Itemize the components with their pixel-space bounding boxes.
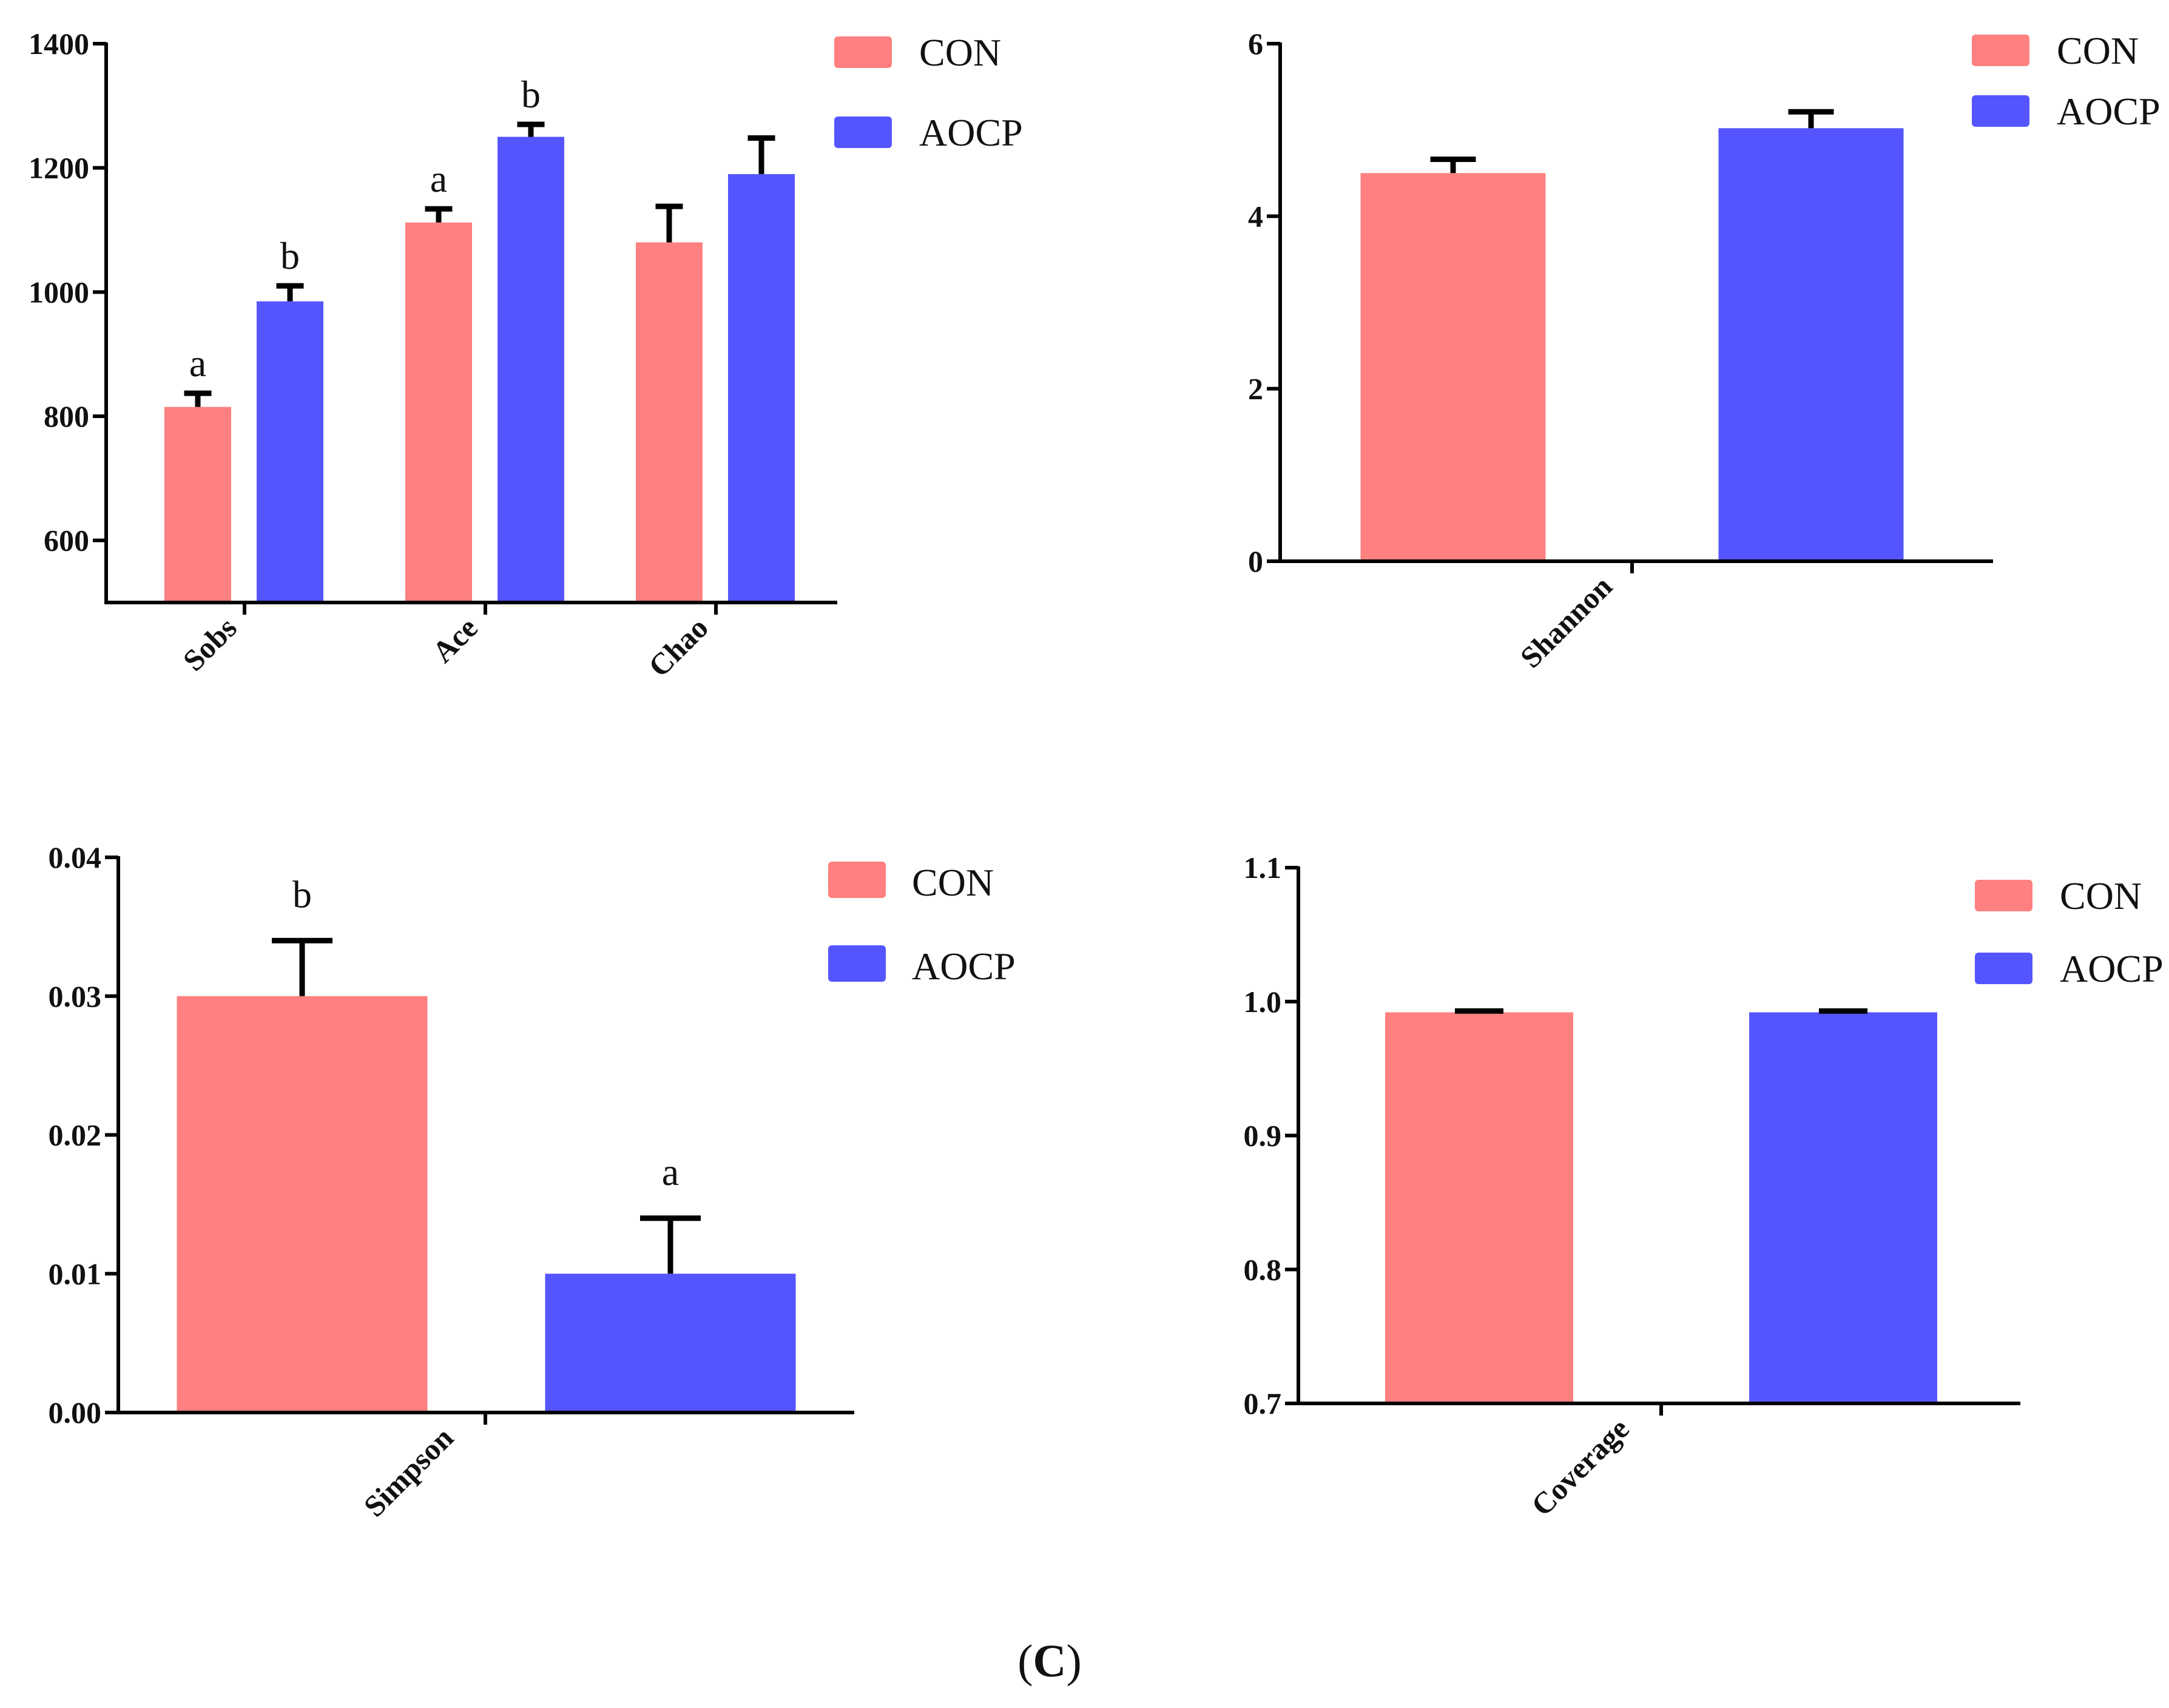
- bar-aocp-simpson: [545, 1274, 796, 1413]
- y-tick-label: 0.8: [1244, 1252, 1282, 1286]
- significance-label: b: [521, 73, 541, 116]
- y-tick-label: 1.1: [1244, 851, 1282, 885]
- legend-swatch-con: [1975, 880, 2032, 911]
- y-tick-label: 1200: [29, 151, 89, 185]
- x-category-label: Shannon: [1514, 569, 1619, 674]
- bar-con-ace: [405, 222, 472, 603]
- legend-label-con: CON: [2057, 29, 2139, 72]
- y-tick-label: 1.0: [1244, 985, 1282, 1019]
- bar-aocp-ace: [498, 137, 564, 603]
- legend-label-aocp: AOCP: [2057, 90, 2161, 133]
- y-tick-label: 0.03: [49, 979, 102, 1013]
- legend-label-con: CON: [2060, 874, 2142, 917]
- significance-label: a: [662, 1150, 679, 1193]
- y-tick-label: 600: [44, 524, 89, 558]
- y-tick-label: 6: [1248, 27, 1263, 61]
- chart-coverage: 0.7 0.8 0.9 1.0 1.1 Coverage CON AOCP: [1244, 851, 2164, 1522]
- bar-aocp-sobs: [257, 301, 323, 603]
- x-category-label: Simpson: [357, 1420, 459, 1523]
- y-tick-label: 1400: [29, 27, 89, 61]
- bar-aocp-coverage: [1749, 1012, 1937, 1403]
- legend-label-aocp: AOCP: [919, 111, 1023, 154]
- x-category-label: Ace: [425, 610, 484, 669]
- bar-con-coverage: [1385, 1012, 1573, 1403]
- x-category-label: Sobs: [176, 610, 243, 677]
- bar-con-simpson: [177, 996, 428, 1413]
- y-tick-label: 4: [1248, 199, 1263, 233]
- legend-swatch-aocp: [834, 116, 892, 148]
- y-tick-label: 0.7: [1244, 1386, 1282, 1420]
- chart-richness-indices: a b a b 600 800 1000 1200 1400 Sobs Ace Chao CON AOCP: [29, 27, 1023, 683]
- legend-swatch-aocp: [1972, 95, 2029, 127]
- significance-label: b: [280, 234, 300, 277]
- x-category-label: Coverage: [1525, 1411, 1636, 1522]
- bar-con-chao: [636, 242, 703, 603]
- legend-label-con: CON: [919, 31, 1001, 74]
- legend-label-aocp: AOCP: [912, 945, 1016, 988]
- y-tick-label: 800: [44, 399, 89, 433]
- bar-aocp-chao: [728, 174, 795, 603]
- y-tick-label: 0.01: [49, 1257, 102, 1291]
- bar-aocp-shannon: [1718, 128, 1904, 561]
- legend-swatch-aocp: [1975, 953, 2032, 984]
- chart-shannon: 0 2 4 6 Shannon CON AOCP: [1248, 27, 2161, 674]
- significance-label: b: [292, 873, 312, 916]
- legend-label-con: CON: [912, 861, 994, 904]
- legend-label-aocp: AOCP: [2060, 947, 2164, 990]
- bar-con-sobs: [164, 407, 231, 603]
- y-tick-label: 0.02: [49, 1118, 102, 1152]
- chart-simpson: b a 0.00 0.01 0.02 0.03 0.04 Simpson CON AOCP: [49, 840, 1016, 1523]
- y-tick-label: 0.00: [49, 1396, 102, 1430]
- legend-swatch-aocp: [828, 945, 886, 982]
- x-category-label: Chao: [642, 610, 715, 683]
- legend-swatch-con: [834, 36, 892, 68]
- bar-con-shannon: [1360, 173, 1546, 561]
- legend-swatch-con: [828, 862, 886, 898]
- significance-label: a: [430, 157, 447, 200]
- legend-swatch-con: [1972, 35, 2029, 66]
- y-tick-label: 2: [1248, 372, 1263, 406]
- y-tick-label: 0.04: [49, 840, 102, 874]
- significance-label: a: [189, 342, 206, 385]
- y-tick-label: 0.9: [1244, 1119, 1282, 1153]
- panel-caption: (C): [1017, 1636, 1082, 1687]
- y-tick-label: 1000: [29, 275, 89, 309]
- y-tick-label: 0: [1248, 544, 1263, 578]
